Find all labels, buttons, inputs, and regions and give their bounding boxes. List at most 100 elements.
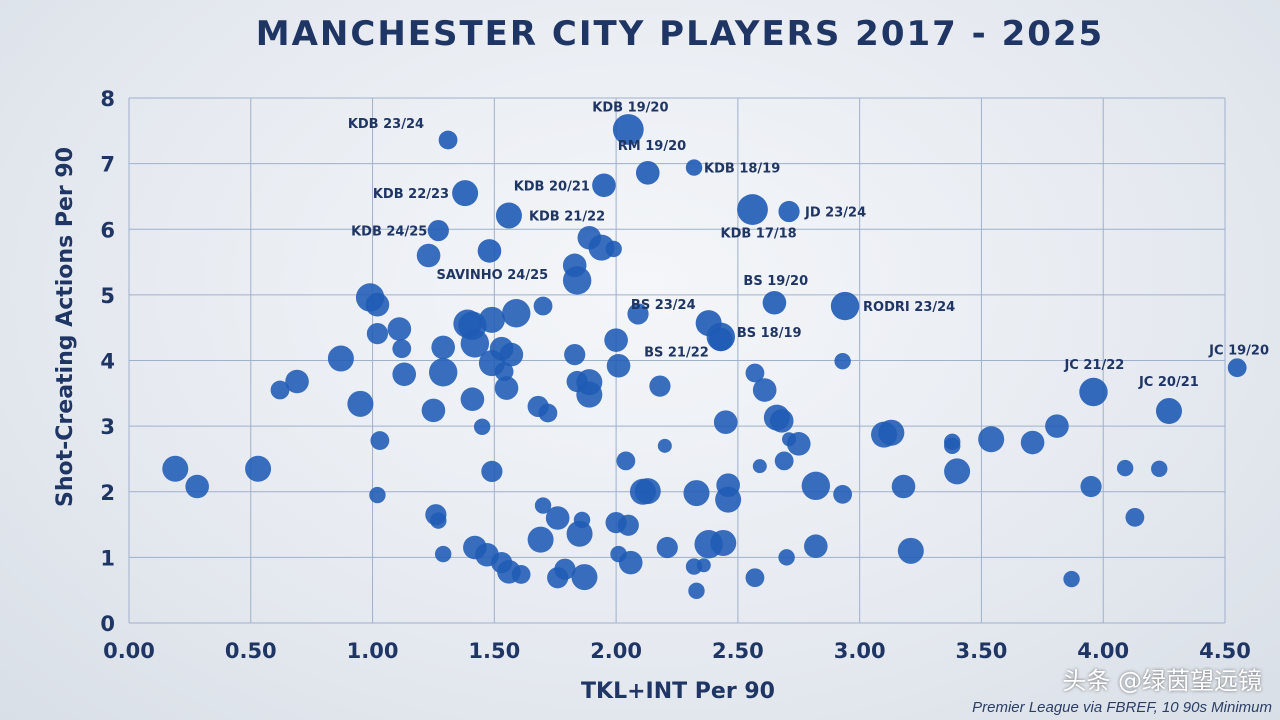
- x-tick-label: 3.00: [834, 639, 886, 663]
- labeled-data-point: [830, 291, 860, 321]
- point-label: KDB 19/20: [592, 101, 668, 116]
- data-point: [421, 398, 446, 423]
- data-point: [576, 381, 603, 408]
- data-points: [162, 114, 1247, 600]
- x-tick-label: 4.00: [1077, 639, 1129, 663]
- data-point: [710, 529, 737, 556]
- data-point: [618, 550, 643, 575]
- data-point: [185, 474, 209, 499]
- data-point: [431, 335, 455, 360]
- data-point: [162, 455, 189, 482]
- data-point: [801, 471, 831, 501]
- data-point: [245, 455, 272, 482]
- point-label: SAVINHO 24/25: [436, 268, 548, 283]
- data-point: [1116, 459, 1134, 477]
- data-point: [634, 478, 661, 505]
- point-label: KDB 23/24: [348, 117, 424, 132]
- data-point: [804, 534, 828, 559]
- data-point: [369, 486, 386, 504]
- y-tick-label: 0: [100, 612, 115, 636]
- point-labels: KDB 19/20 KDB 23/24 RM 19/20 KDB 18/19 KDB 2…: [348, 101, 1269, 391]
- labeled-data-point: [685, 159, 703, 176]
- labeled-data-point: [452, 180, 479, 207]
- point-label: KDB 20/21: [514, 179, 590, 194]
- y-tick-label: 7: [100, 153, 115, 177]
- labeled-data-point: [612, 114, 644, 145]
- watermark: 头条 @绿茵望远镜: [1062, 667, 1262, 695]
- data-point: [473, 418, 491, 435]
- labeled-data-point: [477, 239, 502, 263]
- data-point: [713, 410, 738, 434]
- data-point: [978, 426, 1005, 453]
- data-point: [833, 484, 853, 504]
- labeled-data-point: [1155, 398, 1182, 425]
- data-point: [499, 342, 524, 367]
- labeled-data-point: [495, 202, 522, 229]
- data-point: [606, 353, 631, 378]
- point-label: KDB 21/22: [529, 209, 605, 224]
- data-point: [1020, 430, 1045, 455]
- data-point: [696, 558, 711, 573]
- data-point: [392, 339, 412, 359]
- x-tick-label: 3.50: [956, 639, 1008, 663]
- point-label: BS 21/22: [644, 346, 709, 361]
- data-point: [657, 438, 672, 453]
- data-point: [428, 358, 458, 387]
- data-point: [897, 537, 924, 564]
- labeled-data-point: [635, 161, 660, 185]
- y-tick-label: 8: [100, 87, 115, 111]
- data-point: [460, 329, 490, 358]
- point-label: KDB 18/19: [704, 162, 780, 177]
- data-point: [434, 545, 452, 563]
- data-point: [494, 376, 519, 400]
- data-point: [327, 345, 354, 372]
- data-point: [649, 375, 671, 397]
- x-tick-label: 1.50: [468, 639, 520, 663]
- data-point: [392, 362, 417, 387]
- x-tick-label: 0.00: [103, 639, 155, 663]
- data-point: [366, 322, 389, 345]
- data-point: [745, 568, 765, 588]
- data-point: [481, 460, 503, 483]
- data-point: [571, 564, 598, 591]
- data-point: [534, 497, 552, 514]
- point-label: KDB 17/18: [721, 227, 797, 242]
- x-tick-label: 2.50: [712, 639, 764, 663]
- data-point: [365, 292, 390, 317]
- data-point: [778, 549, 795, 566]
- data-point: [774, 451, 794, 471]
- data-point: [545, 506, 570, 530]
- data-point: [604, 328, 628, 352]
- point-label: BS 19/20: [743, 274, 808, 289]
- data-point: [511, 565, 531, 584]
- y-tick-label: 4: [100, 350, 115, 374]
- data-point: [745, 363, 765, 383]
- x-tick-label: 4.50: [1199, 639, 1251, 663]
- data-point: [715, 486, 742, 513]
- point-label: JD 23/24: [804, 206, 866, 221]
- data-point: [786, 432, 811, 456]
- data-point: [616, 451, 636, 471]
- point-label: BS 23/24: [631, 298, 696, 313]
- data-point: [416, 243, 441, 268]
- labeled-data-point: [762, 290, 787, 315]
- axes: 0.00 0.50 1.00 1.50 2.00 2.50 3.00 3.50 4.00 4.50…: [100, 87, 1251, 663]
- data-point: [1063, 570, 1080, 588]
- data-point: [769, 409, 794, 433]
- point-label: KDB 24/25: [351, 225, 427, 240]
- data-point: [688, 582, 705, 600]
- data-point: [270, 380, 290, 400]
- point-label: KDB 22/23: [373, 187, 449, 202]
- labeled-data-point: [438, 130, 458, 150]
- data-point: [538, 403, 558, 423]
- data-point: [617, 514, 639, 536]
- data-point: [944, 458, 971, 485]
- data-point: [430, 512, 447, 529]
- labeled-data-point: [1079, 377, 1108, 407]
- point-label: JC 19/20: [1208, 344, 1269, 359]
- labeled-data-point: [592, 173, 616, 198]
- point-label: JC 20/21: [1138, 375, 1199, 390]
- source-note: Premier League via FBREF, 10 90s Minimum: [972, 699, 1272, 716]
- data-point: [752, 378, 777, 402]
- x-tick-label: 0.50: [225, 639, 277, 663]
